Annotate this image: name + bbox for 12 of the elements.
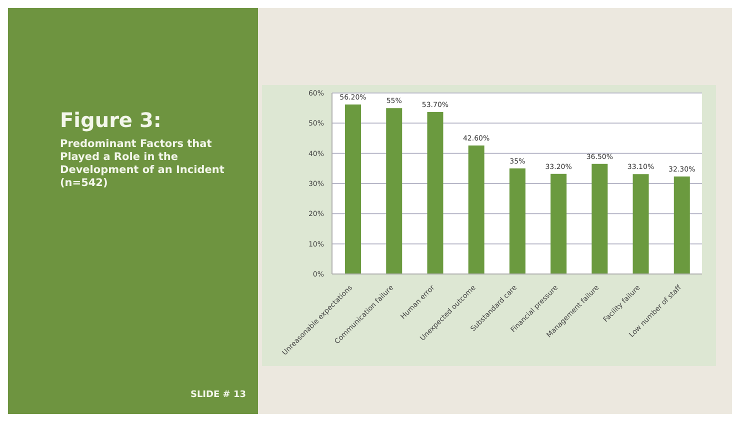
bar — [674, 176, 690, 274]
bar — [550, 174, 567, 274]
bar — [468, 145, 484, 274]
bar — [427, 112, 444, 274]
bar — [386, 108, 402, 274]
bar — [632, 174, 649, 274]
text: Figure 3: — [60, 108, 162, 132]
bar — [345, 104, 361, 274]
bar — [592, 164, 608, 274]
text: SLIDE # 13 — [190, 390, 246, 400]
bar — [509, 168, 526, 274]
text: Predominant Factors that Played a Role in the Development of an Incident (n=542) — [60, 138, 226, 190]
